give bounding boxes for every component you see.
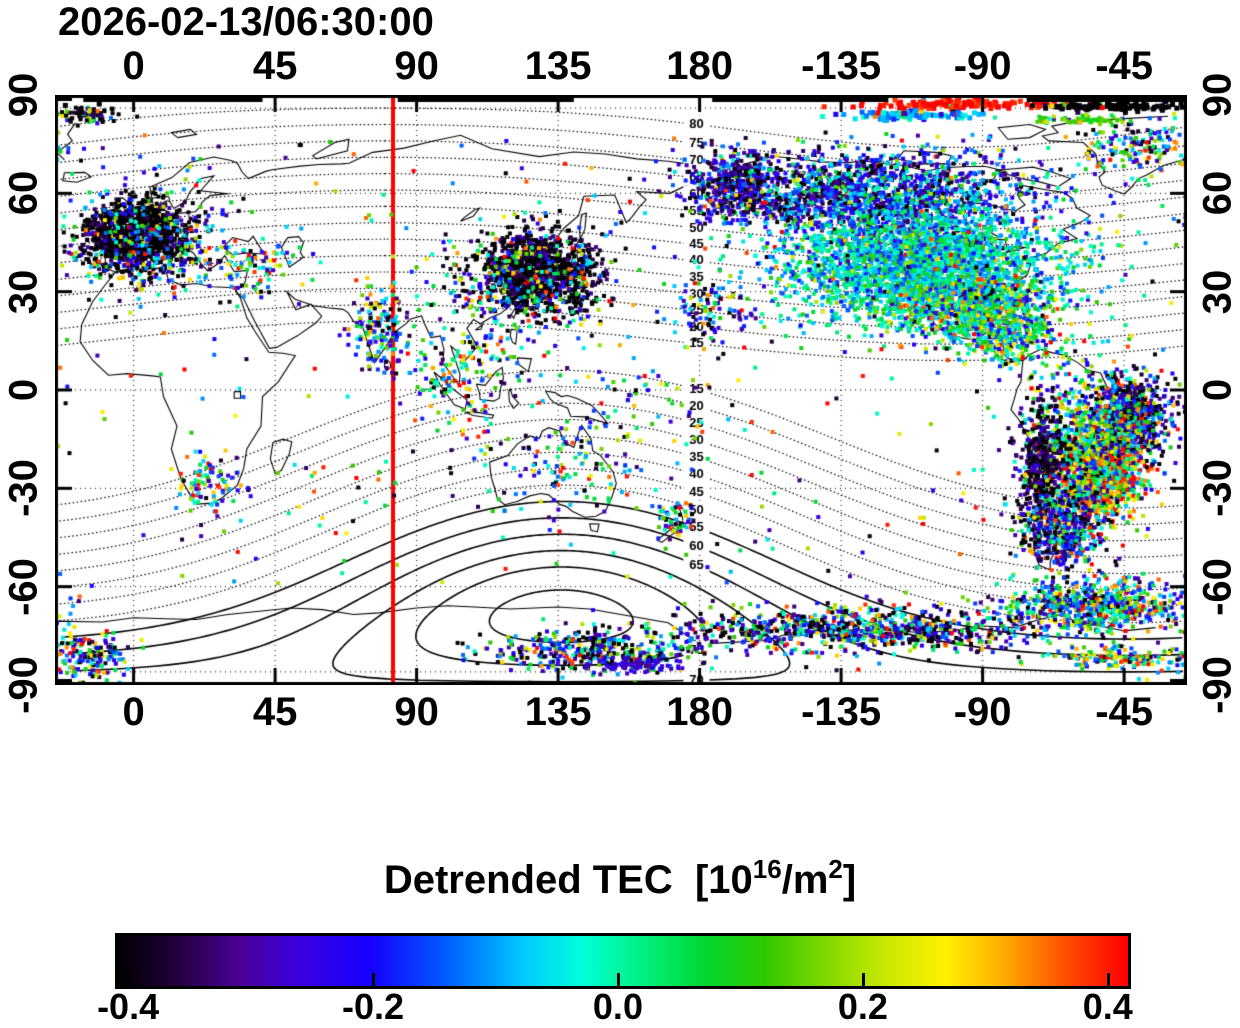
colorbar-title: Detrended TEC [1016/m2] (0, 858, 1240, 903)
lat-tick-label-right: 60 (1196, 171, 1240, 216)
lon-tick-label-top: 0 (122, 44, 144, 89)
colorbar-tick (372, 973, 375, 986)
lat-tick-label-left: -30 (2, 459, 47, 517)
lon-tick-label-bottom: 135 (525, 690, 592, 735)
lat-tick-label-right: 90 (1196, 73, 1240, 118)
lon-tick-label-bottom: 45 (253, 690, 298, 735)
colorbar-title-suffix: ] (843, 858, 856, 902)
lon-tick-label-bottom: -45 (1095, 690, 1153, 735)
lon-tick-label-bottom: 180 (666, 690, 733, 735)
lon-tick-label-top: -90 (954, 44, 1012, 89)
colorbar-tick-label: -0.4 (97, 986, 159, 1028)
colorbar-tick (127, 973, 130, 986)
colorbar-gradient (118, 936, 1128, 986)
colorbar-title-exponent: 16 (753, 854, 782, 884)
lon-tick-label-top: -45 (1095, 44, 1153, 89)
lon-tick-label-bottom: -90 (954, 690, 1012, 735)
lat-tick-label-left: 90 (2, 73, 47, 118)
colorbar-tick-label: 0.0 (593, 986, 643, 1028)
lat-tick-label-right: 30 (1196, 269, 1240, 314)
lat-tick-label-left: 60 (2, 171, 47, 216)
timestamp-title: 2026-02-13/06:30:00 (58, 0, 434, 45)
colorbar-title-mid: /m (782, 858, 829, 902)
lat-tick-label-right: 0 (1196, 379, 1240, 401)
lat-tick-label-left: -60 (2, 558, 47, 616)
lon-tick-label-top: 180 (666, 44, 733, 89)
colorbar-tick (862, 973, 865, 986)
lat-tick-label-left: -90 (2, 656, 47, 714)
lat-tick-label-right: -30 (1196, 459, 1240, 517)
colorbar-title-prefix: Detrended TEC [10 (384, 858, 753, 902)
lon-tick-label-bottom: 90 (394, 690, 439, 735)
lon-tick-label-top: -135 (801, 44, 881, 89)
lat-tick-label-left: 0 (2, 379, 47, 401)
lon-tick-label-bottom: 0 (122, 690, 144, 735)
colorbar (115, 933, 1131, 989)
colorbar-tick (617, 973, 620, 986)
lat-tick-label-right: -60 (1196, 558, 1240, 616)
world-map-plot (55, 95, 1187, 685)
colorbar-tick (1107, 973, 1110, 986)
lat-tick-label-right: -90 (1196, 656, 1240, 714)
colorbar-tick-label: -0.2 (342, 986, 404, 1028)
colorbar-tick-label: 0.4 (1083, 986, 1133, 1028)
colorbar-title-exponent2: 2 (828, 854, 842, 884)
lon-tick-label-top: 135 (525, 44, 592, 89)
lon-tick-label-bottom: -135 (801, 690, 881, 735)
colorbar-tick-label: 0.2 (838, 986, 888, 1028)
lat-tick-label-left: 30 (2, 269, 47, 314)
lon-tick-label-top: 45 (253, 44, 298, 89)
lon-tick-label-top: 90 (394, 44, 439, 89)
